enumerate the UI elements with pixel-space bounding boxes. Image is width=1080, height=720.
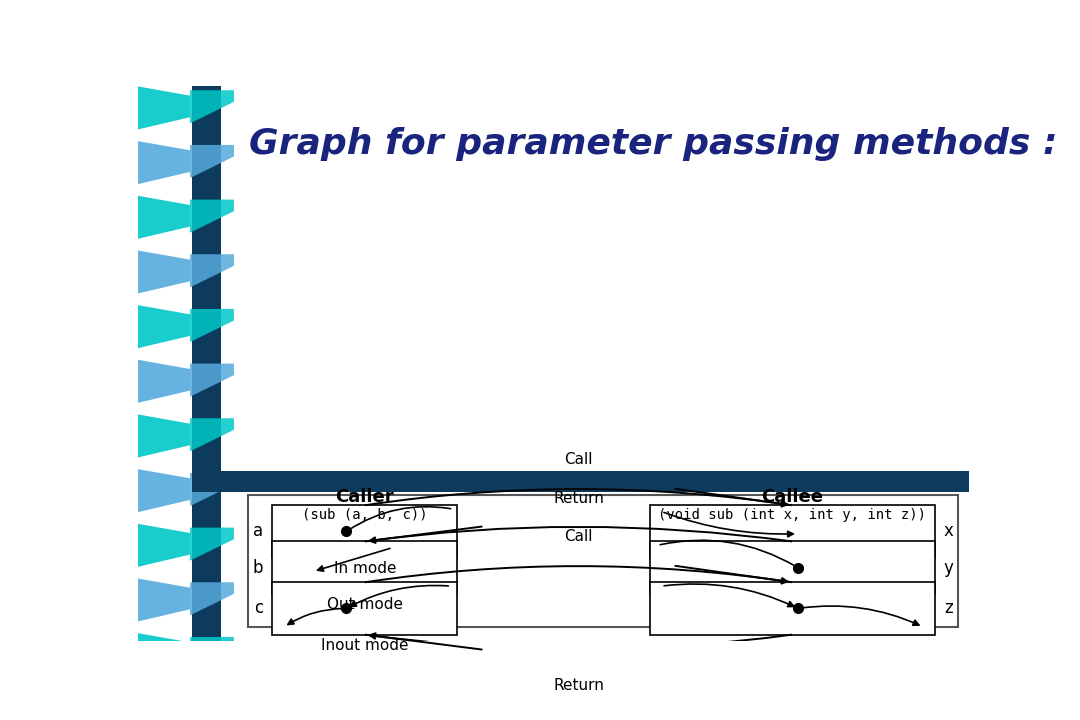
Polygon shape — [190, 90, 234, 123]
Bar — [234, 86, 970, 490]
Text: Caller: Caller — [336, 488, 394, 506]
Polygon shape — [138, 251, 190, 294]
Bar — [650, 541, 934, 594]
Bar — [272, 505, 457, 557]
Polygon shape — [190, 309, 234, 342]
Polygon shape — [190, 528, 234, 561]
Bar — [191, 471, 970, 492]
Polygon shape — [138, 196, 190, 239]
Polygon shape — [138, 415, 190, 457]
Polygon shape — [190, 637, 234, 670]
Text: In mode: In mode — [334, 561, 396, 576]
Bar — [234, 86, 970, 490]
Text: Call: Call — [564, 528, 593, 544]
Polygon shape — [190, 199, 234, 233]
Text: z: z — [944, 600, 953, 618]
Bar — [247, 495, 958, 627]
Polygon shape — [138, 633, 190, 676]
Bar — [138, 86, 234, 641]
Polygon shape — [190, 473, 234, 506]
Bar — [272, 582, 457, 634]
Text: y: y — [944, 559, 954, 577]
Text: (void sub (int x, int y, int z)): (void sub (int x, int y, int z)) — [658, 508, 927, 521]
Polygon shape — [190, 145, 234, 178]
Text: c: c — [254, 600, 264, 618]
Polygon shape — [138, 86, 190, 130]
Bar — [650, 505, 934, 557]
Text: Callee: Callee — [761, 488, 823, 506]
Polygon shape — [138, 360, 190, 403]
Text: (sub (a, b, c)): (sub (a, b, c)) — [302, 508, 428, 521]
Text: x: x — [944, 523, 954, 541]
Polygon shape — [138, 578, 190, 621]
Bar — [272, 541, 457, 594]
Polygon shape — [190, 364, 234, 397]
Polygon shape — [190, 418, 234, 451]
Polygon shape — [138, 523, 190, 567]
Polygon shape — [190, 254, 234, 287]
Bar — [191, 86, 220, 641]
Text: Graph for parameter passing methods :: Graph for parameter passing methods : — [249, 127, 1057, 161]
Text: a: a — [253, 523, 264, 541]
Text: Inout mode: Inout mode — [321, 638, 408, 653]
Text: Return: Return — [553, 491, 604, 506]
Bar — [650, 582, 934, 634]
Polygon shape — [138, 305, 190, 348]
Polygon shape — [190, 582, 234, 616]
Text: Return: Return — [553, 678, 604, 693]
Polygon shape — [138, 141, 190, 184]
Text: Call: Call — [564, 451, 593, 467]
Polygon shape — [138, 469, 190, 512]
Text: b: b — [253, 559, 264, 577]
Text: Out mode: Out mode — [327, 597, 403, 612]
